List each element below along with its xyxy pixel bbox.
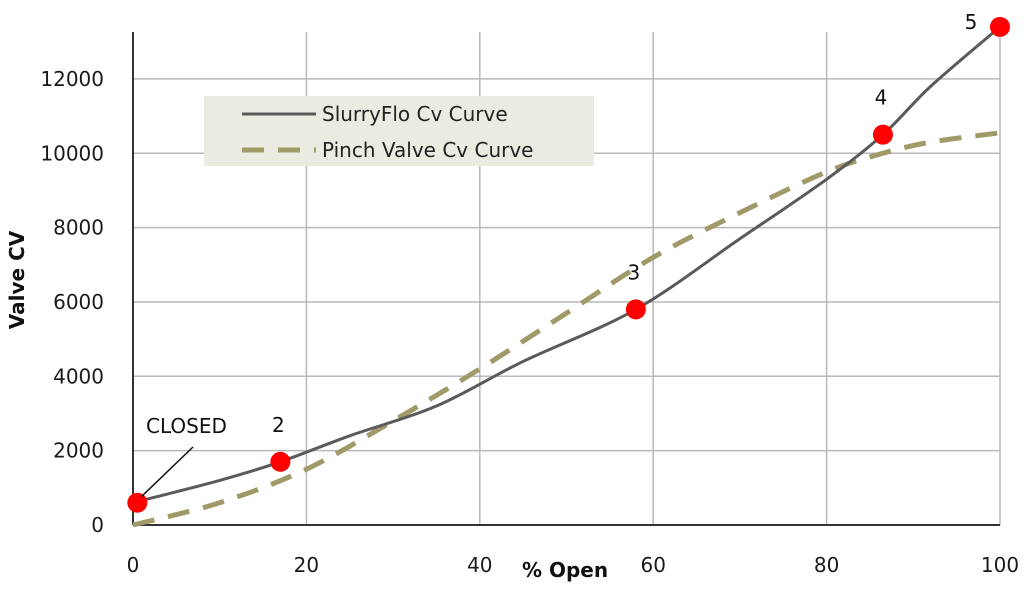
y-tick-label: 8000 [53, 216, 104, 240]
data-point-5 [990, 16, 1010, 37]
data-point-label: CLOSED [146, 414, 227, 438]
x-tick-label: 0 [127, 553, 140, 577]
grid [133, 32, 1001, 525]
data-points: CLOSED 2 3 4 5 [127, 10, 1010, 513]
legend-label-pinch: Pinch Valve Cv Curve [322, 138, 533, 162]
data-point-label: 2 [272, 413, 285, 437]
x-tick-label: 20 [294, 553, 319, 577]
y-axis-title: Valve CV [5, 230, 29, 329]
tick-labels: 0 20 40 60 80 100 0 2000 4000 6000 8000 10000 12000 [40, 67, 1019, 577]
legend-label-slurryflo: SlurryFlo Cv Curve [322, 102, 508, 126]
x-axis-title: % Open [522, 558, 608, 582]
data-point-label: 5 [965, 10, 978, 34]
series-line-pinch [132, 130, 1001, 528]
y-tick-label: 0 [91, 513, 104, 537]
y-tick-label: 4000 [53, 364, 104, 388]
x-tick-label: 40 [467, 553, 492, 577]
data-point-closed [127, 492, 148, 513]
closed-leader-line [140, 446, 194, 498]
x-tick-label: 80 [814, 553, 839, 577]
data-point-3 [625, 299, 646, 320]
legend-background [204, 96, 594, 166]
axes [132, 32, 1000, 526]
y-tick-label: 2000 [53, 439, 104, 463]
data-point-label: 3 [627, 260, 640, 284]
x-tick-label: 60 [640, 553, 665, 577]
data-point-label: 4 [875, 86, 888, 110]
data-point-2 [270, 451, 291, 472]
legend: SlurryFlo Cv Curve Pinch Valve Cv Curve [204, 96, 594, 166]
data-point-4 [872, 124, 893, 145]
y-tick-label: 12000 [40, 67, 104, 91]
y-tick-label: 6000 [53, 290, 104, 314]
x-tick-label: 100 [981, 553, 1019, 577]
y-tick-label: 10000 [40, 141, 104, 165]
